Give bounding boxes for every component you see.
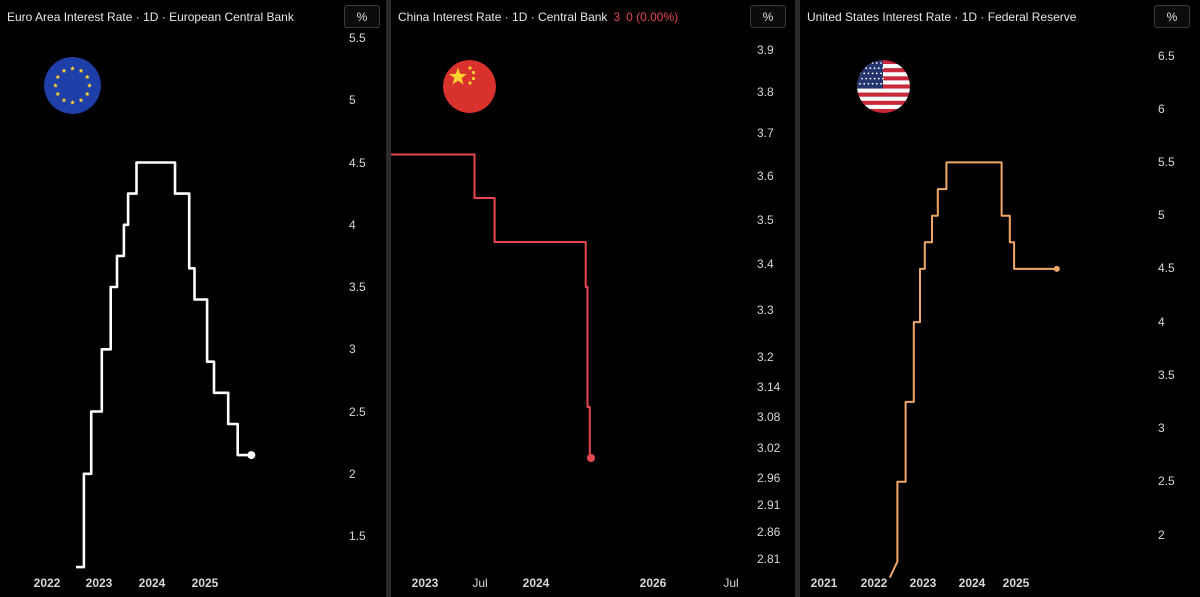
change-value: 0 (0.00%) <box>626 10 679 24</box>
y-tick-label: 3.5 <box>757 213 774 227</box>
y-tick-label: 4.5 <box>1158 261 1175 275</box>
y-tick-label: 3.08 <box>757 410 781 424</box>
y-tick-label: 3.3 <box>757 303 774 317</box>
y-tick-label: 3.9 <box>757 43 774 57</box>
y-tick-label: 3.4 <box>757 257 774 271</box>
chart-title: United States Interest Rate · 1D · Feder… <box>807 10 1077 24</box>
x-tick-label: 2024 <box>523 576 550 590</box>
y-tick-label: 3.5 <box>349 280 366 294</box>
y-tick-label: 5.5 <box>349 31 366 45</box>
china-chart-panel: China Interest Rate · 1D · Central Bank 3… <box>391 0 795 597</box>
eu-flag-icon <box>44 57 101 114</box>
x-tick-label: 2025 <box>192 576 219 590</box>
china-rate-chart[interactable]: 2.81 2.86 2.91 2.96 3.02 3.08 3.14 3.2 3.3 3.4 3.5… <box>391 0 795 597</box>
us-rate-chart[interactable]: 2 2.5 3 3.5 4 4.5 5 5.5 6 6.5 2021 2022 2023 2024 2025 <box>800 0 1200 597</box>
x-tick-label: 2023 <box>412 576 439 590</box>
last-value-marker[interactable] <box>247 451 256 460</box>
unit-button[interactable]: % <box>344 5 380 28</box>
rate-series-line <box>76 161 252 569</box>
y-tick-label: 3.02 <box>757 441 781 455</box>
last-value-marker[interactable] <box>586 454 595 462</box>
y-tick-label: 3.8 <box>757 85 774 99</box>
rate-series-line <box>888 161 1057 579</box>
y-tick-label: 3.5 <box>1158 368 1175 382</box>
china-flag-icon <box>443 60 496 113</box>
y-tick-label: 6.5 <box>1158 49 1175 63</box>
y-tick-label: 6 <box>1158 102 1165 116</box>
panel-divider[interactable] <box>386 0 391 597</box>
x-tick-label: 2023 <box>86 576 113 590</box>
y-tick-label: 4 <box>1158 315 1165 329</box>
y-tick-label: 5 <box>1158 208 1165 222</box>
y-tick-label: 2 <box>349 467 356 481</box>
x-tick-label: 2024 <box>959 576 986 590</box>
y-tick-label: 3.6 <box>757 169 774 183</box>
us-chart-panel: United States Interest Rate · 1D · Feder… <box>800 0 1200 597</box>
euro-rate-chart[interactable]: 1.5 2 2.5 3 3.5 4 4.5 5 5.5 2022 2023 2024 2025 <box>0 0 388 597</box>
y-tick-label: 2 <box>1158 528 1165 542</box>
x-tick-label: 2022 <box>34 576 61 590</box>
last-value: 3 <box>613 10 621 24</box>
unit-button[interactable]: % <box>750 5 786 28</box>
x-tick-label: Jul <box>723 576 738 590</box>
y-tick-label: 2.86 <box>757 525 781 539</box>
rate-series-line <box>391 153 591 459</box>
y-tick-label: 2.5 <box>1158 474 1175 488</box>
x-tick-label: 2024 <box>139 576 166 590</box>
x-tick-label: 2022 <box>861 576 888 590</box>
euro-chart-panel: Euro Area Interest Rate · 1D · European … <box>0 0 388 597</box>
y-tick-label: 4.5 <box>349 156 366 170</box>
chart-title: Euro Area Interest Rate · 1D · European … <box>7 10 294 24</box>
x-tick-label: 2021 <box>811 576 838 590</box>
chart-title: China Interest Rate · 1D · Central Bank 3… <box>398 10 678 24</box>
y-tick-label: 2.91 <box>757 498 781 512</box>
y-tick-label: 3 <box>349 342 356 356</box>
x-tick-label: Jul <box>472 576 487 590</box>
y-tick-label: 3 <box>1158 421 1165 435</box>
y-tick-label: 5 <box>349 93 356 107</box>
chart-title-text: China Interest Rate · 1D · Central Bank <box>398 10 608 24</box>
y-tick-label: 2.96 <box>757 471 781 485</box>
y-tick-label: 5.5 <box>1158 155 1175 169</box>
y-tick-label: 3.7 <box>757 126 774 140</box>
x-tick-label: 2025 <box>1003 576 1030 590</box>
x-tick-label: 2023 <box>910 576 937 590</box>
y-tick-label: 2.81 <box>757 552 781 566</box>
y-tick-label: 4 <box>349 218 356 232</box>
panel-divider[interactable] <box>795 0 800 597</box>
unit-button[interactable]: % <box>1154 5 1190 28</box>
y-tick-label: 3.14 <box>757 380 781 394</box>
x-tick-label: 2026 <box>640 576 667 590</box>
y-tick-label: 1.5 <box>349 529 366 543</box>
last-value-marker[interactable] <box>1053 265 1060 272</box>
y-tick-label: 2.5 <box>349 405 366 419</box>
y-tick-label: 3.2 <box>757 350 774 364</box>
